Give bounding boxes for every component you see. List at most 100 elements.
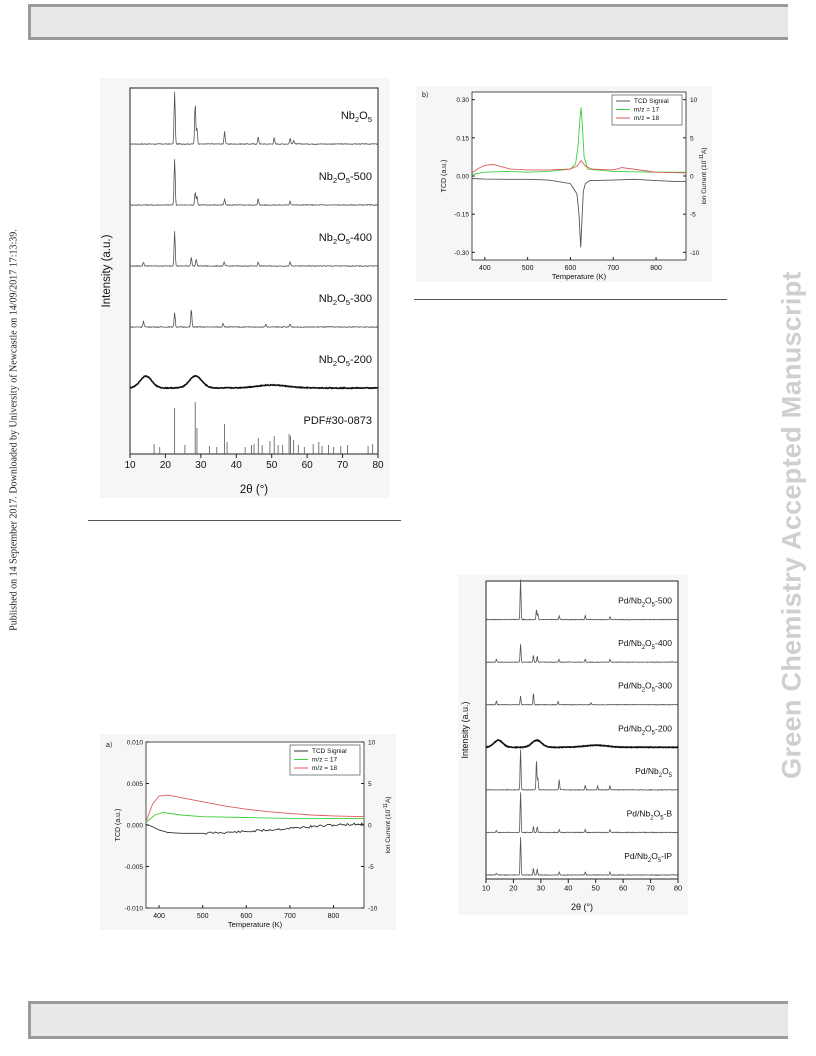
y-right-tick-label: -5 xyxy=(690,212,696,219)
y-axis-label: TCD (a.u.) xyxy=(115,809,122,842)
xrd-pd-chart: 10 20 30 40 50 60 70 80 2θ (°) Intensity (a.u.) Pd… xyxy=(458,575,688,915)
y-tick-label: -0.005 xyxy=(125,864,144,871)
series-nb-o-300 xyxy=(130,309,378,329)
series-line-2 xyxy=(145,794,365,822)
x-tick-label: 700 xyxy=(284,913,296,920)
x-tick-label: 600 xyxy=(565,265,577,272)
y-right-tick-label: 0 xyxy=(690,174,694,181)
series-pd-nb-o-500 xyxy=(486,579,678,621)
series-label: PDF#30-0873 xyxy=(304,415,373,427)
tpd-chart-b: 400 500 600 700 800 0.30 0.15 0.00 -0.15 -0.30 10 5… xyxy=(416,86,712,282)
y-right-tick-label: -10 xyxy=(368,906,378,913)
xrd-nb2o5-chart: 10 20 30 40 50 60 70 80 2θ (°) Intensity (a.u.) Nb… xyxy=(100,78,390,498)
y-right-tick-label: -5 xyxy=(368,864,374,871)
y-right-tick-label: 0 xyxy=(368,823,372,830)
series-label: Pd/Nb2O5-200 xyxy=(618,723,672,736)
x-tick-label: 400 xyxy=(153,913,165,920)
figure-divider xyxy=(414,299,727,300)
y-axis-label: Intensity (a.u.) xyxy=(460,701,470,758)
x-tick-label: 10 xyxy=(124,460,136,471)
legend-label: TCD Signial xyxy=(634,98,669,105)
x-axis-label: Temperature (K) xyxy=(228,920,283,929)
series-label: Pd/Nb2O5-B xyxy=(627,808,673,821)
legend-label: m/z = 17 xyxy=(634,107,659,114)
x-tick-label: 80 xyxy=(674,884,682,893)
y-right-axis-label: Ion Current (10-11A) xyxy=(699,147,708,204)
x-axis-label: Temperature (K) xyxy=(552,272,607,281)
legend-label: m/z = 18 xyxy=(634,115,659,122)
y-tick-label: -0.30 xyxy=(454,250,469,257)
y-right-tick-label: 10 xyxy=(368,740,376,747)
series-nb-o-400 xyxy=(129,231,378,268)
plot-frame xyxy=(129,87,379,455)
legend-label: TCD Signial xyxy=(312,748,347,755)
series-line-0 xyxy=(471,178,686,248)
x-axis-label: 2θ (°) xyxy=(240,484,268,496)
series-pd-nb-o-b xyxy=(485,792,678,834)
x-tick-label: 70 xyxy=(337,460,349,471)
y-tick-label: 0.005 xyxy=(127,781,144,788)
x-tick-label: 700 xyxy=(607,265,619,272)
series-label: Nb2O5 xyxy=(341,110,372,124)
series-label: Nb2O5-200 xyxy=(319,354,372,368)
manuscript-watermark: Green Chemistry Accepted Manuscript xyxy=(776,271,807,779)
x-tick-label: 50 xyxy=(592,884,600,893)
series-pd-nb-o-300 xyxy=(485,693,678,706)
series-line-1 xyxy=(471,107,686,175)
x-tick-label: 80 xyxy=(372,460,384,471)
legend-label: m/z = 18 xyxy=(312,765,337,772)
y-right-axis-label: Ion Current (10-11A) xyxy=(383,796,392,853)
x-tick-label: 50 xyxy=(266,460,278,471)
y-tick-label: 0.15 xyxy=(456,135,469,142)
series-nb-o- xyxy=(130,91,378,146)
series-label: Nb2O5-300 xyxy=(319,293,372,307)
x-tick-label: 500 xyxy=(522,265,534,272)
x-tick-label: 70 xyxy=(646,884,654,893)
series-label: Pd/Nb2O5 xyxy=(635,766,673,779)
series-label: Pd/Nb2O5-400 xyxy=(618,638,672,651)
series-line-2 xyxy=(471,159,687,174)
series-label: Pd/Nb2O5-IP xyxy=(624,851,672,864)
series-label: Pd/Nb2O5-500 xyxy=(618,596,672,609)
x-tick-label: 60 xyxy=(619,884,627,893)
x-tick-label: 500 xyxy=(197,913,209,920)
panel-label: a） xyxy=(106,741,117,749)
series-pd-nb-o-ip xyxy=(486,837,678,876)
series-pd-nb-o- xyxy=(485,749,678,791)
x-tick-label: 400 xyxy=(479,265,491,272)
series-pd-nb-o-200 xyxy=(485,738,678,749)
x-tick-label: 20 xyxy=(160,460,172,471)
header-bar xyxy=(28,4,788,40)
watermark-sidebar: Green Chemistry Accepted Manuscript xyxy=(768,0,816,1056)
series-label: Pd/Nb2O5-300 xyxy=(618,681,672,694)
publication-sidebar: Published on 14 September 2017. Download… xyxy=(0,0,24,1056)
y-tick-label: 0.000 xyxy=(127,823,144,830)
y-tick-label: -0.15 xyxy=(454,212,469,219)
x-tick-label: 40 xyxy=(231,460,243,471)
y-right-tick-label: -10 xyxy=(690,250,700,257)
x-tick-label: 800 xyxy=(328,913,340,920)
series-label: Nb2O5-500 xyxy=(319,171,372,185)
y-tick-label: 0.010 xyxy=(127,740,144,747)
legend-label: m/z = 17 xyxy=(312,757,337,764)
figure-divider xyxy=(88,520,401,521)
series-nb-o-500 xyxy=(129,159,378,207)
x-tick-label: 600 xyxy=(240,913,252,920)
x-tick-label: 800 xyxy=(650,265,662,272)
series-line-1 xyxy=(145,812,364,823)
tpd-chart-a: 400 500 600 700 800 0.010 0.005 0.000 -0.005 -0.0… xyxy=(100,734,396,930)
x-axis-label: 2θ (°) xyxy=(571,902,593,912)
y-tick-label: -0.010 xyxy=(125,906,144,913)
y-right-tick-label: 5 xyxy=(690,135,694,142)
series-line-0 xyxy=(145,822,364,835)
plot-frame xyxy=(485,580,679,880)
series-nb-o-200 xyxy=(129,374,378,390)
x-tick-label: 40 xyxy=(564,884,572,893)
panel-label: b） xyxy=(422,91,433,99)
x-tick-label: 10 xyxy=(482,884,490,893)
series-pd-nb-o-400 xyxy=(485,644,679,664)
x-tick-label: 30 xyxy=(195,460,207,471)
publication-note: Published on 14 September 2017. Download… xyxy=(8,229,20,631)
series-label: Nb2O5-400 xyxy=(319,232,372,246)
x-tick-label: 60 xyxy=(302,460,314,471)
